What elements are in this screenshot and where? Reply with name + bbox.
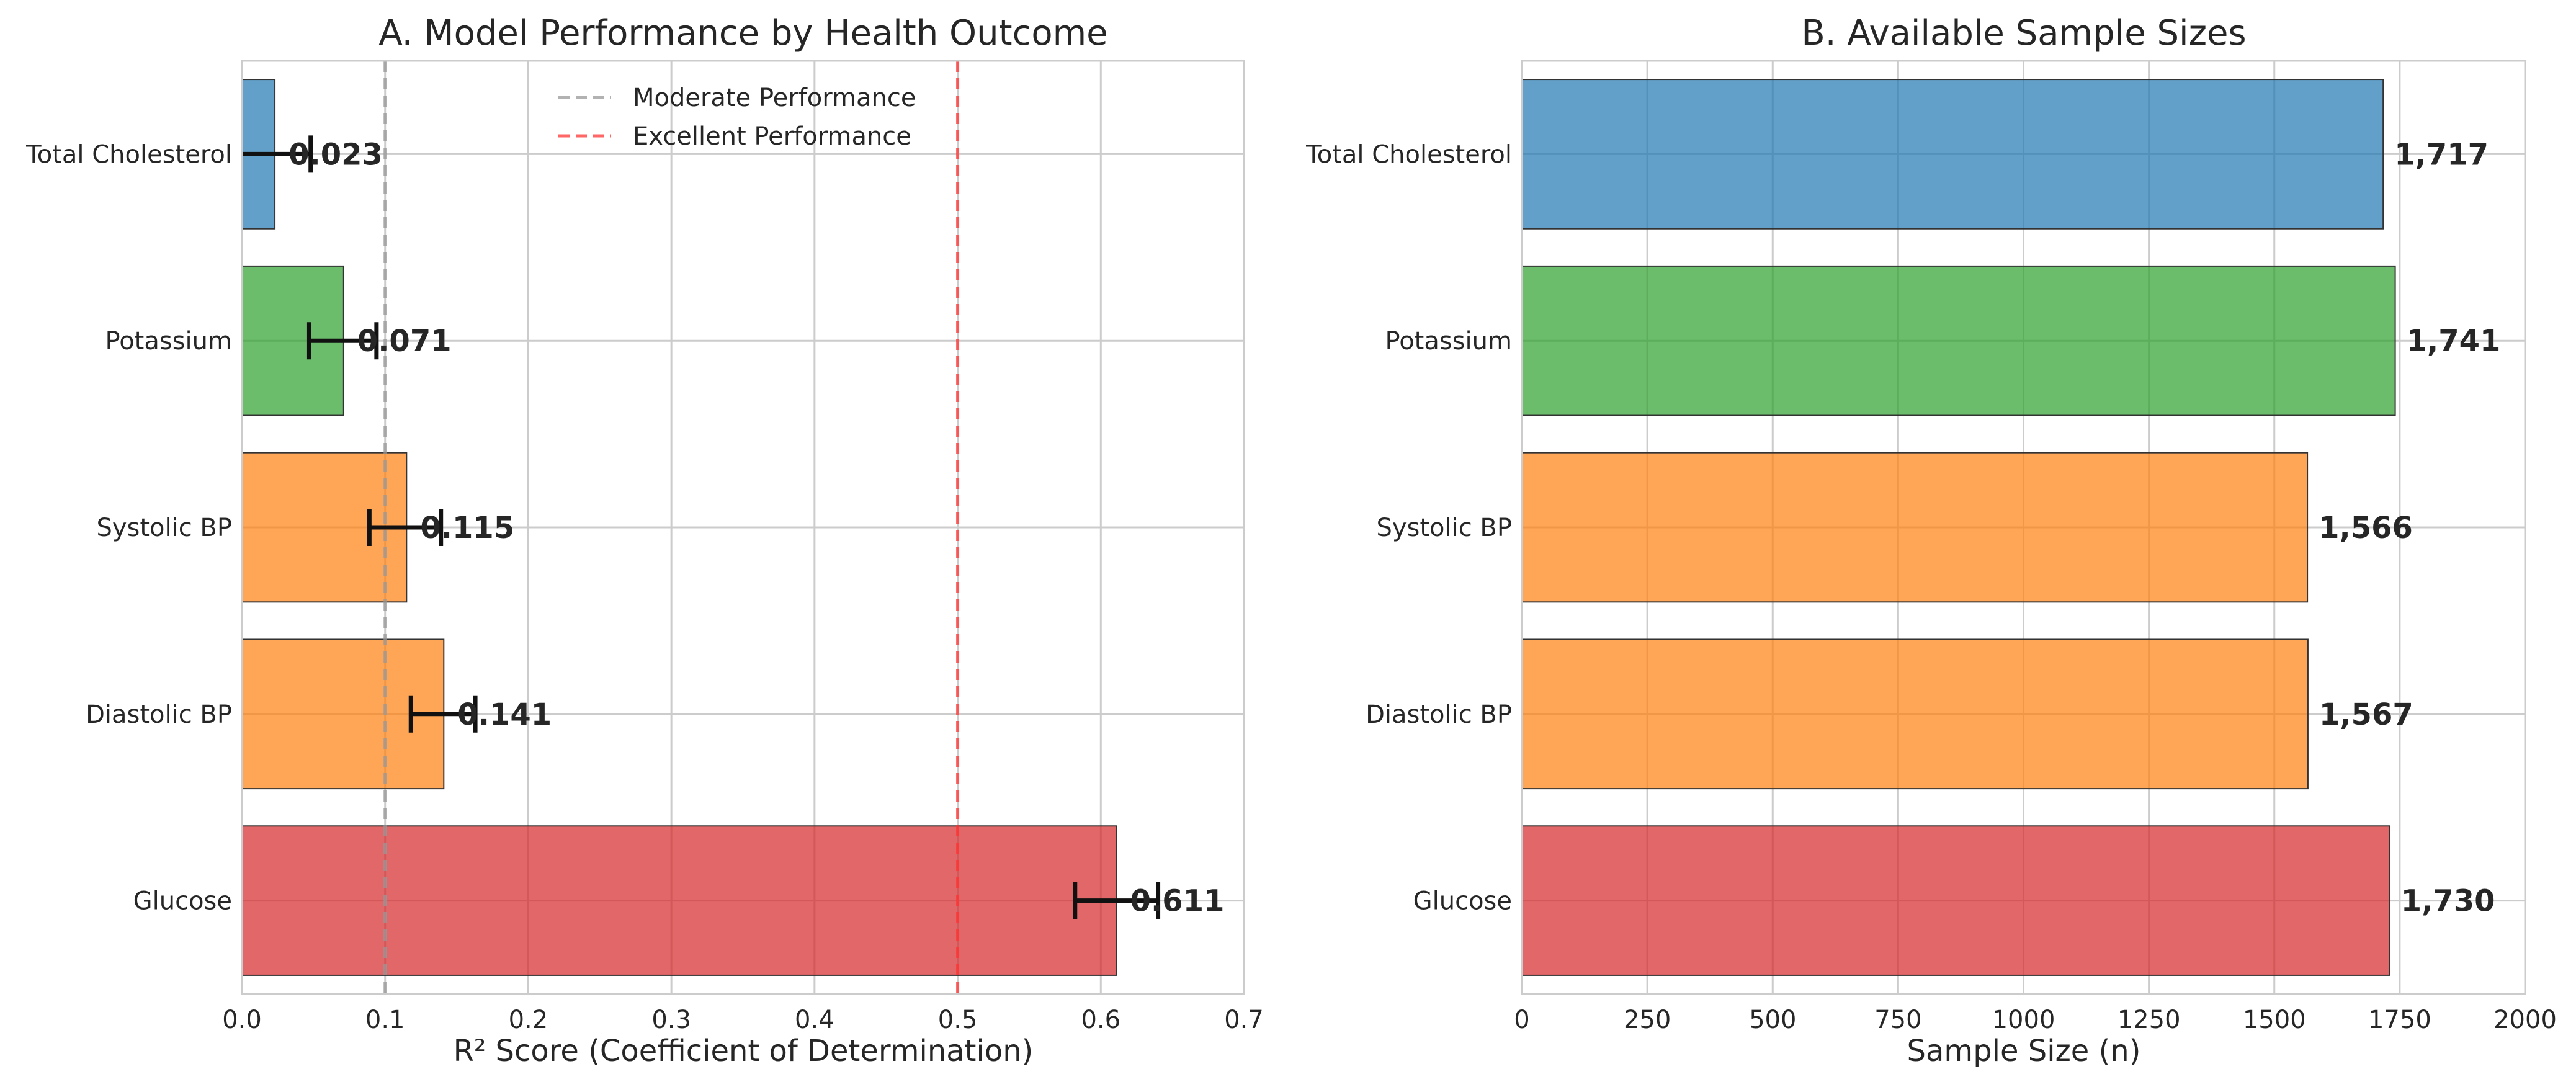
y-tick-diastolic-bp: Diastolic BP [1366,700,1512,729]
legend-a: Moderate Performance Excellent Performan… [558,84,916,151]
x-tick-labels-b: 0 250 500 750 1000 1250 1500 1750 2000 [1514,1006,2557,1034]
y-tick-total-cholesterol: Total Cholesterol [1305,140,1512,169]
data-labels-a: 0.611 0.141 0.115 0.071 0.023 [288,137,1224,918]
data-label-systolic-bp: 0.115 [420,511,514,545]
x-tick-1500: 1500 [2243,1006,2306,1034]
y-tick-systolic-bp: Systolic BP [1376,514,1512,542]
x-tick-labels-a: 0.0 0.1 0.2 0.3 0.4 0.5 0.6 0.7 [222,1006,1264,1034]
data-labels-b: 1,730 1,567 1,566 1,741 1,717 [2319,137,2500,918]
bar-total-cholesterol [1521,79,2384,230]
data-label-total-cholesterol: 1,717 [2394,137,2489,172]
x-tick-2000: 2000 [2493,1006,2557,1034]
bar-potassium [1521,265,2396,416]
x-tick-250: 250 [1624,1006,1671,1034]
plot-frame-b [1521,60,2526,995]
y-tick-systolic-bp: Systolic BP [96,514,232,542]
x-tick-0-2: 0.2 [509,1006,548,1034]
x-tick-0-0: 0.0 [222,1006,262,1034]
panel-sample-sizes: B. Available Sample Sizes 1,730 1,567 1,56… [1305,13,2557,1068]
bar-glucose [1521,825,2390,976]
y-tick-glucose: Glucose [1413,887,1512,916]
x-tick-500: 500 [1749,1006,1796,1034]
y-tick-labels-b: Glucose Diastolic BP Systolic BP Potassium T… [1305,140,1512,915]
legend-label-excellent: Excellent Performance [633,122,911,151]
x-tick-0-7: 0.7 [1224,1006,1264,1034]
x-axis-label-a: R² Score (Coefficient of Determination) [454,1034,1034,1068]
y-tick-glucose: Glucose [133,887,232,916]
data-label-potassium: 0.071 [357,324,452,359]
data-label-systolic-bp: 1,566 [2319,511,2413,545]
bar-glucose [241,825,1117,976]
bar-systolic-bp [1521,452,2309,603]
error-bars-a [242,135,1161,919]
bars-b [1521,79,2396,976]
x-tick-0-1: 0.1 [365,1006,405,1034]
x-axis-label-b: Sample Size (n) [1907,1034,2141,1068]
y-tick-total-cholesterol: Total Cholesterol [25,140,232,169]
legend-label-moderate: Moderate Performance [633,84,916,112]
x-tick-1250: 1250 [2118,1006,2181,1034]
x-tick-0-3: 0.3 [651,1006,691,1034]
chart-title-b: B. Available Sample Sizes [1801,13,2246,53]
x-tick-0-4: 0.4 [795,1006,834,1034]
data-label-potassium: 1,741 [2407,324,2501,359]
y-tick-potassium: Potassium [105,327,232,356]
data-label-diastolic-bp: 0.141 [457,697,552,732]
chart-title-a: A. Model Performance by Health Outcome [378,13,1107,53]
x-tick-750: 750 [1874,1006,1921,1034]
data-label-diastolic-bp: 1,567 [2319,697,2413,732]
y-tick-labels-a: Glucose Diastolic BP Systolic BP Potassium T… [25,140,232,915]
x-tick-0: 0 [1514,1006,1529,1034]
x-tick-1750: 1750 [2368,1006,2431,1034]
panel-performance: A. Model Performance by Health Outcome 0… [25,13,1264,1068]
data-label-total-cholesterol: 0.023 [288,137,383,172]
plot-frame-a [241,60,1245,995]
data-label-glucose: 0.611 [1130,884,1225,919]
bar-diastolic-bp [1521,638,2309,790]
x-tick-0-6: 0.6 [1081,1006,1120,1034]
x-tick-1000: 1000 [1992,1006,2055,1034]
data-label-glucose: 1,730 [2401,884,2495,919]
y-tick-diastolic-bp: Diastolic BP [86,700,232,729]
x-tick-0-5: 0.5 [938,1006,978,1034]
y-tick-potassium: Potassium [1385,327,1512,356]
